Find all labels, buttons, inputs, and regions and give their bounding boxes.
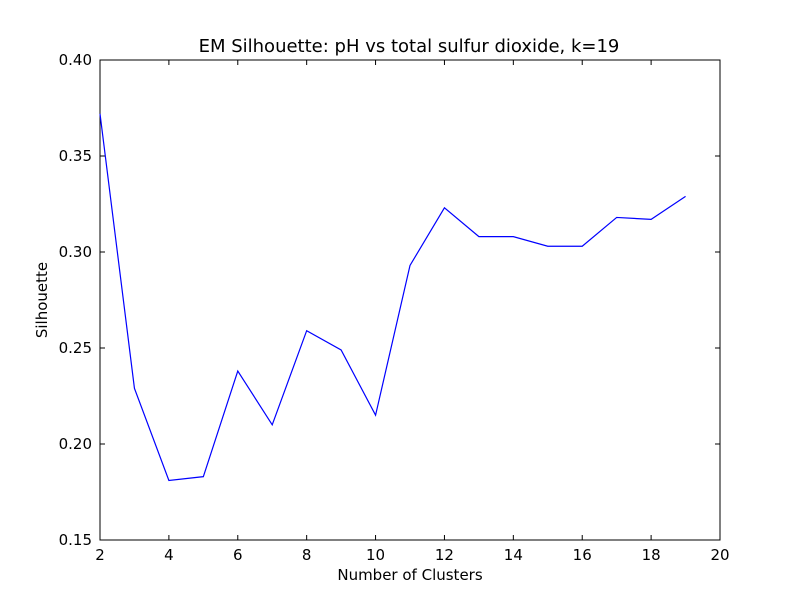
y-tick-label: 0.30 — [59, 243, 92, 261]
plot-area — [99, 59, 721, 541]
x-tick-label: 12 — [435, 546, 454, 564]
x-axis: 2 4 6 8 10 12 14 16 18 20 — [95, 60, 730, 564]
x-tick-label: 8 — [302, 546, 312, 564]
y-tick-label: 0.15 — [59, 531, 92, 549]
series-layer — [99, 113, 686, 482]
y-tick-label: 0.35 — [59, 147, 92, 165]
x-tick-label: 14 — [504, 546, 523, 564]
x-tick-label: 18 — [642, 546, 661, 564]
y-axis-label: Silhouette — [33, 262, 51, 338]
y-tick-label: 0.25 — [59, 339, 92, 357]
x-tick-label: 4 — [164, 546, 174, 564]
x-tick-label: 6 — [233, 546, 243, 564]
x-tick-label: 20 — [710, 546, 729, 564]
x-axis-label: Number of Clusters — [337, 566, 482, 584]
chart-title: EM Silhouette: pH vs total sulfur dioxid… — [199, 36, 620, 57]
x-tick-label: 10 — [366, 546, 385, 564]
y-axis: 0.15 0.20 0.25 0.30 0.35 0.40 — [59, 51, 720, 549]
y-tick-label: 0.40 — [59, 51, 92, 69]
x-tick-label: 16 — [573, 546, 592, 564]
x-tick-label: 2 — [95, 546, 105, 564]
series-line — [99, 113, 686, 482]
y-tick-label: 0.20 — [59, 435, 92, 453]
